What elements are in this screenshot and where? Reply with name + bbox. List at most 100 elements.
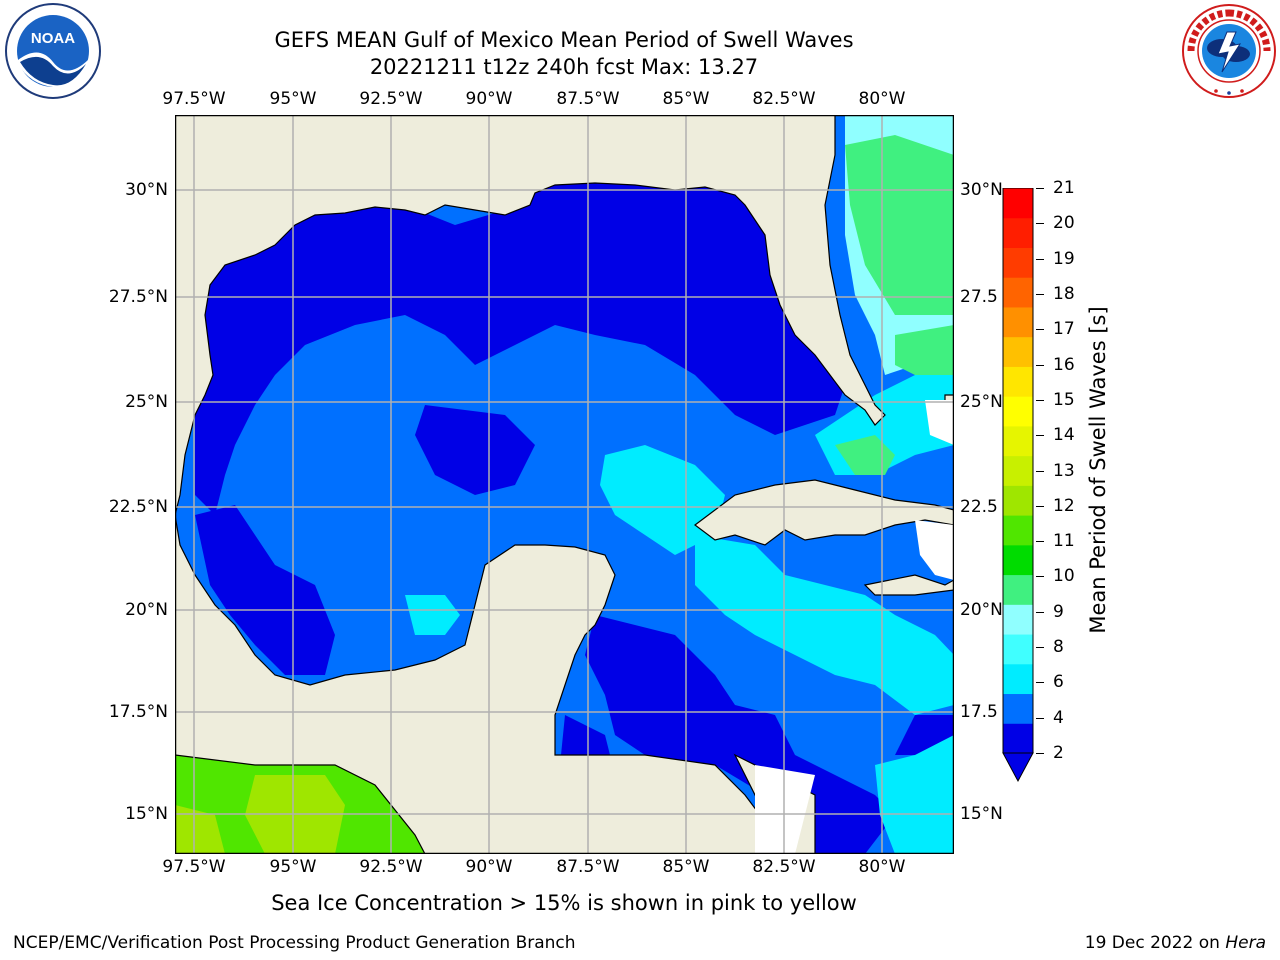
colorbar-cell [1003, 544, 1033, 576]
left-tick-label: 15°N [125, 804, 168, 824]
colorbar-cell [1003, 634, 1033, 665]
colorbar-tick-label: 19 [1053, 248, 1075, 269]
map-frame [175, 115, 954, 854]
credit-machine: Hera [1225, 933, 1266, 953]
colorbar-tick-label: 11 [1053, 531, 1075, 552]
colorbar-cell [1003, 485, 1033, 516]
gulf-of-mexico-map [175, 115, 954, 854]
top-tick-label: 92.5°W [359, 89, 423, 109]
colorbar-tick-mark [1036, 399, 1044, 401]
bot-tick-label: 82.5°W [752, 857, 816, 877]
swell-region-below-2s [195, 180, 954, 854]
colorbar-tick-mark [1036, 505, 1044, 507]
colorbar-cell [1003, 306, 1033, 338]
map-title: GEFS MEAN Gulf of Mexico Mean Period of … [274, 28, 854, 52]
colorbar-tick-mark [1036, 293, 1044, 295]
colorbar-cell [1003, 396, 1033, 427]
bot-tick-label: 90°W [465, 857, 513, 877]
graticule [175, 115, 954, 854]
colorbar-tick-label: 21 [1053, 178, 1075, 198]
colorbar-tick-label: 15 [1053, 389, 1075, 410]
right-tick-label: 15°N [960, 804, 1003, 824]
colorbar-tick-mark [1036, 647, 1044, 649]
colorbar-tick-label: 14 [1053, 425, 1075, 446]
right-tick-label: 17.5 [960, 702, 998, 722]
colorbar-cell [1003, 693, 1033, 724]
mexico-central-america [175, 514, 776, 854]
colorbar-tick-label: 16 [1053, 354, 1075, 375]
colorbar-tick-mark [1036, 435, 1044, 437]
colorbar-cell [1003, 336, 1033, 367]
bot-tick-label: 95°W [269, 857, 317, 877]
colorbar-tick-mark [1036, 364, 1044, 366]
colorbar-cell [1003, 188, 1033, 219]
top-tick-label: 90°W [465, 89, 513, 109]
colorbar-tick-label: 8 [1053, 637, 1064, 658]
left-tick-label: 20°N [125, 600, 168, 620]
colorbar-cell [1003, 663, 1033, 695]
left-tick-label: 30°N [125, 180, 168, 200]
credit-date: 19 Dec 2022 on Hera [1084, 933, 1266, 953]
top-tick-label: 85°W [662, 89, 710, 109]
colorbar-tick-mark [1036, 682, 1044, 684]
noaa-logo: NOAA [5, 3, 101, 99]
colorbar-tick-mark [1036, 611, 1044, 613]
sea-ice-note: Sea Ice Concentration > 15% is shown in … [271, 891, 857, 915]
colorbar-tick-mark [1036, 541, 1044, 543]
top-tick-label: 87.5°W [556, 89, 620, 109]
colorbar-cell [1003, 574, 1033, 605]
colorbar-tick-label: 20 [1053, 213, 1075, 234]
colorbar-tick-mark [1036, 470, 1044, 472]
left-tick-label: 22.5°N [108, 497, 168, 517]
colorbar-tick-label: 12 [1053, 495, 1075, 516]
colorbar-tick-label: 17 [1053, 319, 1075, 340]
colorbar-cell [1003, 217, 1033, 248]
colorbar [1002, 188, 1034, 783]
colorbar-frame [1002, 188, 1034, 754]
left-tick-label: 17.5°N [108, 702, 168, 722]
top-tick-label: 95°W [269, 89, 317, 109]
colorbar-tick-label: 4 [1053, 707, 1064, 728]
bot-tick-label: 80°W [858, 857, 906, 877]
colorbar-tick-label: 9 [1053, 601, 1064, 622]
cuba [694, 479, 954, 546]
noaa-logo-text: NOAA [31, 30, 75, 47]
right-tick-label: 20°N [960, 600, 1003, 620]
colorbar-tick-label: 6 [1053, 672, 1064, 693]
top-tick-label: 82.5°W [752, 89, 816, 109]
colorbar-cell [1003, 723, 1033, 754]
colorbar-tick-mark [1036, 329, 1044, 331]
colorbar-tick-mark [1036, 188, 1044, 189]
right-tick-label: 25°N [960, 392, 1003, 412]
nws-logo [1182, 4, 1276, 98]
us-gulf-coast [175, 115, 886, 516]
colorbar-cell [1003, 515, 1033, 546]
colorbar-tick-label: 13 [1053, 460, 1075, 481]
colorbar-tick-mark [1036, 717, 1044, 719]
top-tick-label: 80°W [858, 89, 906, 109]
colorbar-cell [1003, 425, 1033, 457]
colorbar-cell [1003, 247, 1033, 278]
right-tick-label: 30°N [960, 180, 1003, 200]
colorbar-tick-label: 18 [1053, 283, 1075, 304]
colorbar-tick-label: 10 [1053, 566, 1075, 587]
colorbar-cell [1003, 366, 1033, 397]
left-tick-label: 25°N [125, 392, 168, 412]
right-tick-label: 27.5 [960, 287, 998, 307]
right-tick-label: 22.5 [960, 497, 998, 517]
top-tick-label: 97.5°W [162, 89, 226, 109]
bot-tick-label: 92.5°W [359, 857, 423, 877]
credit-branch: NCEP/EMC/Verification Post Processing Pr… [13, 933, 576, 953]
colorbar-tick-label: 2 [1053, 743, 1064, 763]
land-masses [175, 115, 954, 854]
colorbar-cell [1003, 604, 1033, 635]
colorbar-tick-mark [1036, 258, 1044, 260]
bot-tick-label: 87.5°W [556, 857, 620, 877]
colorbar-tick-mark [1036, 753, 1044, 754]
bot-tick-label: 97.5°W [162, 857, 226, 877]
colorbar-cell [1003, 455, 1033, 486]
no-data-areas [755, 400, 954, 854]
bot-tick-label: 85°W [662, 857, 710, 877]
colorbar-tick-mark [1036, 576, 1044, 578]
left-tick-label: 27.5°N [108, 287, 168, 307]
